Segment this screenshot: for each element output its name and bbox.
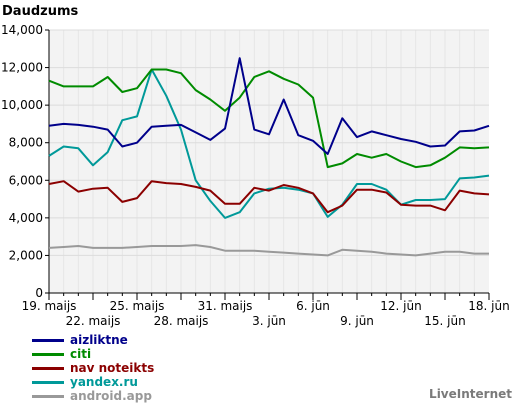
y-tick-label: 6,000 (9, 173, 43, 187)
x-tick-label: 3. jūn (252, 314, 286, 328)
y-tick-label: 2,000 (9, 248, 43, 262)
legend-label: nav noteikts (70, 361, 155, 375)
legend-swatch (32, 353, 64, 356)
x-tick-label: 28. maijs (154, 314, 209, 328)
x-tick-label: 15. jūn (424, 314, 465, 328)
y-tick-label: 14,000 (1, 23, 43, 37)
x-tick-label: 9. jūn (340, 314, 374, 328)
legend-label: citi (70, 347, 92, 361)
x-tick-label: 19. maijs (22, 299, 77, 313)
brand-label: LiveInternet (429, 387, 512, 401)
legend-swatch (32, 339, 64, 342)
y-tick-label: 4,000 (9, 211, 43, 225)
legend-label: yandex.ru (70, 375, 138, 389)
chart-title: Daudzums (2, 4, 78, 19)
series-line-nav-noteikts (48, 180, 490, 214)
y-tick-label: 12,000 (1, 61, 43, 75)
legend-swatch (32, 367, 64, 370)
series-line-citi (48, 68, 490, 169)
x-tick-label: 22. maijs (66, 314, 121, 328)
x-tick-label: 12. jūn (380, 299, 421, 313)
x-tick-label: 25. maijs (110, 299, 165, 313)
legend-label: aizliktne (70, 333, 128, 347)
x-tick-label: 31. maijs (198, 299, 253, 313)
legend-swatch (32, 381, 64, 384)
series-line-yandex-ru (48, 68, 490, 219)
series-line-android-app (48, 244, 489, 257)
x-tick-label: 18. jūn (468, 299, 509, 313)
y-tick-label: 0 (35, 286, 43, 300)
y-tick-label: 10,000 (1, 98, 43, 112)
x-tick-label: 6. jūn (296, 299, 330, 313)
legend-label: android.app (70, 389, 152, 403)
y-tick-label: 8,000 (9, 136, 43, 150)
legend-swatch (32, 395, 64, 398)
series-line-aizliktne (48, 57, 490, 155)
